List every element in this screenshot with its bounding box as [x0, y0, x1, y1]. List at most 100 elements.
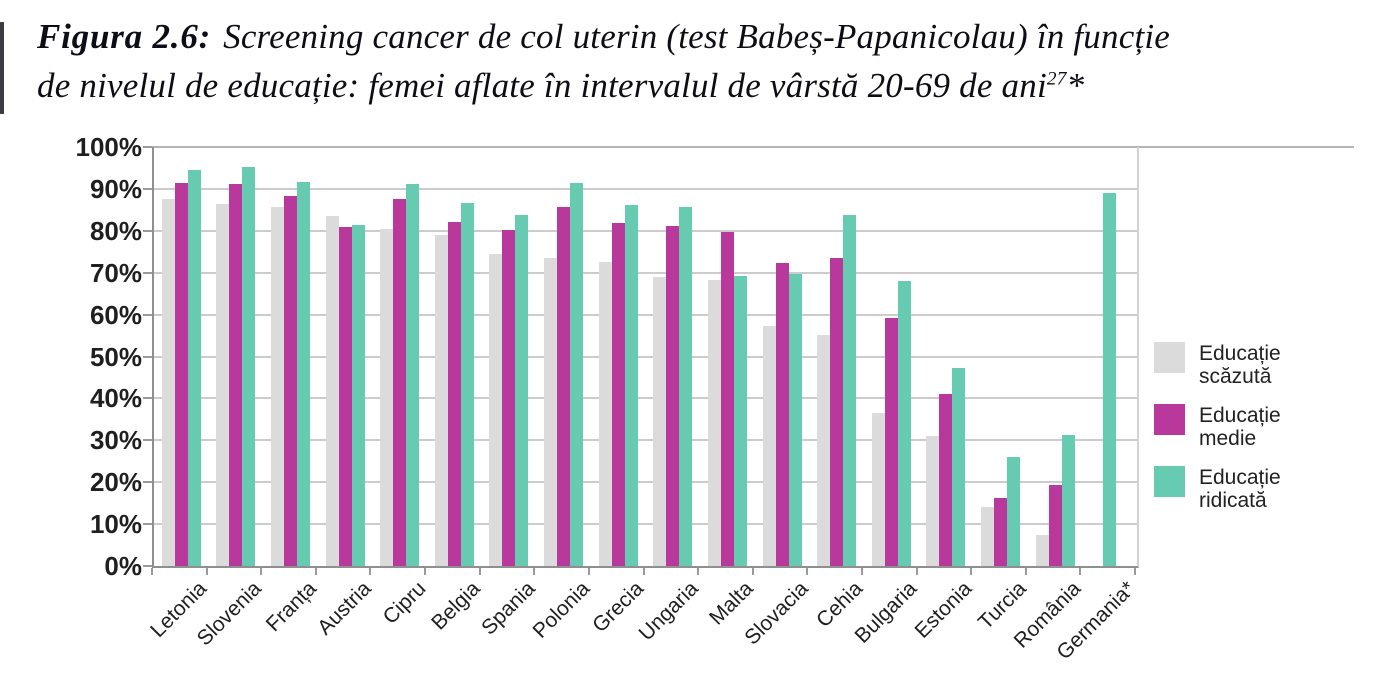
bar — [720, 232, 734, 566]
bar — [544, 257, 558, 566]
bar — [187, 169, 201, 566]
x-axis-tick — [151, 568, 153, 575]
bar-group — [591, 147, 646, 566]
figure-title: Figura 2.6: Screening cancer de col uteri… — [37, 12, 1367, 110]
y-axis-label: 100% — [75, 132, 143, 162]
x-axis-tick — [424, 568, 427, 575]
gridline — [154, 187, 1137, 190]
y-axis-label: 30% — [89, 425, 142, 456]
x-category-label: Polonia — [528, 577, 594, 643]
y-axis-tick — [143, 313, 152, 316]
bar — [242, 166, 256, 566]
bar — [762, 325, 776, 566]
y-axis-tick — [143, 397, 152, 400]
gridline — [154, 355, 1137, 358]
bar-group — [809, 147, 864, 566]
bar — [447, 222, 461, 566]
bar — [611, 222, 625, 566]
x-axis-tick — [1079, 568, 1082, 575]
x-axis-tick — [314, 568, 317, 575]
legend-label: Educație scăzută — [1199, 342, 1281, 388]
bar — [733, 276, 747, 566]
bar-group — [864, 147, 919, 566]
x-axis-tick — [478, 568, 481, 575]
y-axis-label: 10% — [89, 509, 142, 540]
bar-group — [427, 147, 482, 566]
x-axis-tick — [915, 568, 918, 575]
bar — [515, 214, 529, 566]
bar — [993, 497, 1007, 566]
bar-group — [1028, 147, 1083, 566]
bar — [653, 277, 667, 566]
bar-groups — [154, 147, 1137, 566]
bar — [570, 182, 584, 566]
y-axis-label: 20% — [89, 467, 142, 498]
bar — [338, 227, 352, 566]
bar — [788, 273, 802, 566]
gridline — [154, 313, 1137, 316]
x-axis-tick — [205, 568, 208, 575]
bar — [229, 184, 243, 566]
bar — [434, 235, 448, 566]
x-category-label: Spania — [476, 577, 540, 640]
bar — [1006, 457, 1020, 566]
y-axis-tick — [143, 229, 152, 232]
x-category-label: Estonia — [910, 577, 977, 643]
bar-group — [645, 147, 700, 566]
gridline — [154, 481, 1137, 484]
legend-item: Educație ridicată — [1154, 466, 1311, 512]
x-axis-tick — [642, 568, 645, 575]
bar-group — [263, 147, 318, 566]
legend-swatch — [1154, 342, 1185, 373]
bar — [598, 262, 612, 566]
figure-label: Figura 2.6: — [37, 17, 212, 56]
x-axis-tick — [697, 568, 700, 575]
bar — [830, 258, 844, 566]
bar — [325, 216, 339, 566]
bar — [502, 230, 516, 566]
gridline — [154, 439, 1137, 442]
bar — [679, 207, 693, 566]
gridline — [154, 397, 1137, 400]
x-axis-tick — [587, 568, 590, 575]
bar-group — [1082, 147, 1137, 566]
bar-group — [154, 147, 209, 566]
x-axis-tick — [260, 568, 263, 575]
x-axis-tick — [533, 568, 536, 575]
bar — [297, 182, 311, 566]
bar — [380, 229, 394, 566]
y-axis-label: 60% — [89, 299, 142, 330]
bar — [1035, 534, 1049, 566]
bar — [897, 280, 911, 566]
bar — [393, 198, 407, 566]
bar — [406, 184, 420, 566]
y-axis-tick — [143, 146, 152, 148]
bar — [460, 202, 474, 566]
bar — [871, 413, 885, 566]
y-axis-label: 80% — [89, 215, 142, 246]
gridline — [154, 229, 1137, 232]
legend-item: Educație medie — [1154, 404, 1311, 450]
page-edge-artifact — [0, 22, 4, 114]
bar-group — [209, 147, 264, 566]
bar-group — [755, 147, 810, 566]
bar — [1061, 434, 1075, 566]
x-category-label: Belgia — [427, 577, 485, 635]
figure-title-text: Screening cancer de col uterin (test Bab… — [223, 17, 1171, 56]
figure-title-line2: de nivelul de educație: femei aflate în … — [37, 66, 1085, 105]
legend-swatch — [1154, 404, 1185, 435]
gridline — [154, 523, 1137, 526]
bar — [161, 198, 175, 566]
title-superscript: 27 — [1046, 68, 1067, 90]
y-axis-tick — [143, 439, 152, 442]
chart-legend: Educație scăzută Educație medie Educație r… — [1154, 342, 1311, 512]
bar — [174, 182, 188, 566]
bar — [666, 225, 680, 566]
y-axis-label: 50% — [89, 341, 142, 372]
bar — [884, 317, 898, 566]
bar-group — [973, 147, 1028, 566]
y-axis-tick — [143, 271, 152, 274]
y-axis-label: 0% — [104, 551, 142, 581]
